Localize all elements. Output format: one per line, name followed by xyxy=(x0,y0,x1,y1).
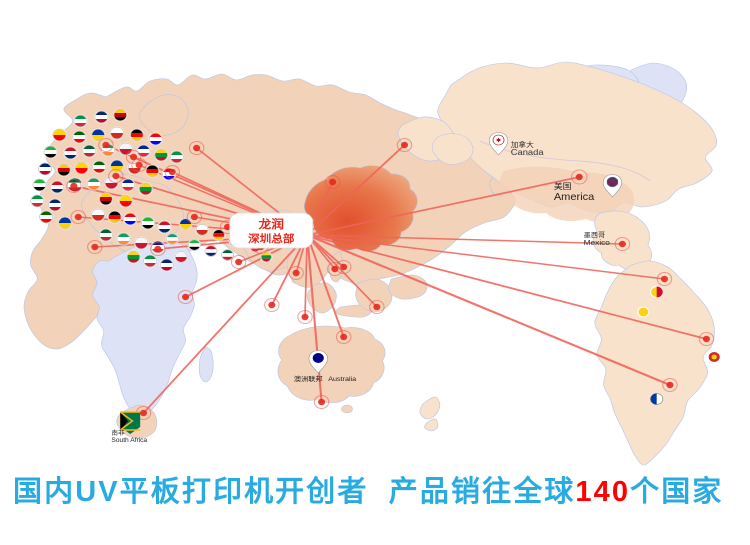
svg-text:South Africa: South Africa xyxy=(111,437,147,444)
svg-text:龙润: 龙润 xyxy=(257,217,283,231)
svg-text:美国: 美国 xyxy=(554,181,572,190)
svg-text:Australia: Australia xyxy=(328,376,356,383)
svg-text:Mexico: Mexico xyxy=(584,238,611,247)
svg-text:Canada: Canada xyxy=(511,147,544,156)
svg-text:深圳总部: 深圳总部 xyxy=(248,232,294,245)
svg-text:南非: 南非 xyxy=(111,428,125,437)
svg-text:America: America xyxy=(554,191,595,202)
svg-text:澳洲联邦: 澳洲联邦 xyxy=(294,374,323,383)
